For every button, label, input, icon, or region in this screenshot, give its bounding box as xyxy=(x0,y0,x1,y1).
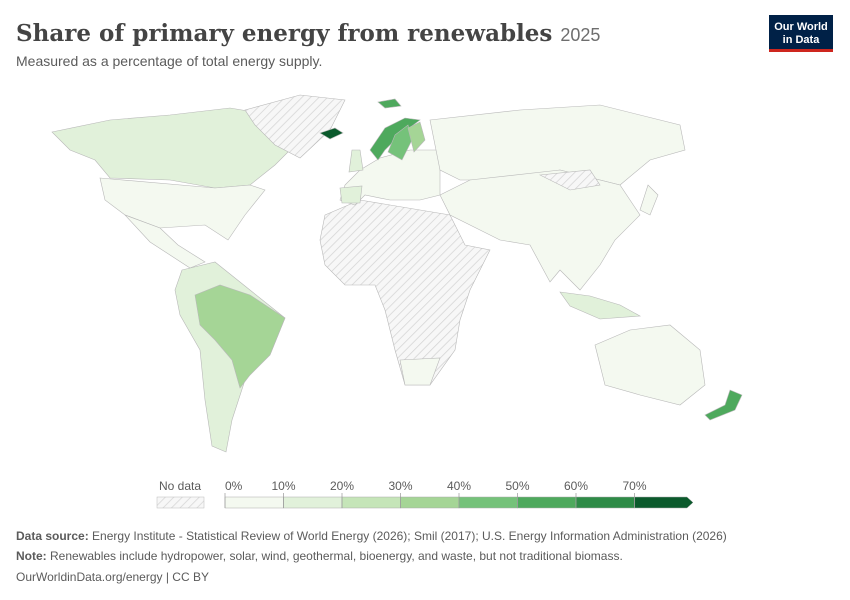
legend-tick-label: 0% xyxy=(225,479,243,493)
legend-bin xyxy=(517,496,577,509)
source: Data source: Energy Institute - Statisti… xyxy=(16,529,727,543)
legend-tick-label: 40% xyxy=(447,479,471,493)
legend-bin xyxy=(224,496,284,509)
legend-tick-label: 50% xyxy=(505,479,529,493)
legend-bin xyxy=(341,496,401,509)
legend-tick-label: 30% xyxy=(388,479,412,493)
source-text: Energy Institute - Statistical Review of… xyxy=(92,529,727,543)
mongolia xyxy=(538,169,601,191)
japan xyxy=(639,184,659,216)
iberia xyxy=(339,185,363,204)
africa xyxy=(319,199,491,386)
legend-tick-label: 60% xyxy=(564,479,588,493)
note: Note: Renewables include hydropower, sol… xyxy=(16,549,623,563)
no-data-label: No data xyxy=(159,479,201,493)
legend-tick-label: 20% xyxy=(330,479,354,493)
uk xyxy=(348,149,364,173)
legend-tick-label: 70% xyxy=(622,479,646,493)
australia xyxy=(594,324,706,406)
south-africa xyxy=(399,357,441,386)
logo-box xyxy=(769,15,833,50)
legend-bin xyxy=(458,496,518,509)
logo-bar xyxy=(769,49,833,52)
svalbard xyxy=(377,98,402,109)
europe xyxy=(339,149,441,206)
brazil xyxy=(194,284,286,389)
canada xyxy=(51,107,301,189)
legend-bin xyxy=(634,496,694,509)
russia xyxy=(429,104,686,186)
source-label: Data source: xyxy=(16,529,89,543)
legend-bin xyxy=(283,496,343,509)
new-zealand xyxy=(704,389,743,421)
mexico xyxy=(124,214,206,269)
map xyxy=(51,94,743,453)
indonesia xyxy=(559,291,642,320)
usa xyxy=(99,177,266,241)
logo: Our World in Data xyxy=(769,15,833,52)
note-label: Note: xyxy=(16,549,47,563)
legend: No data 0% 10% 20% 30% 40% 50% 60% 70% xyxy=(156,479,694,509)
note-text: Renewables include hydropower, solar, wi… xyxy=(50,549,623,563)
title-text: Share of primary energy from renewables xyxy=(16,20,552,47)
no-data-swatch xyxy=(156,496,205,509)
logo-text: in Data xyxy=(783,34,821,46)
greenland xyxy=(244,94,346,159)
subtitle: Measured as a percentage of total energy… xyxy=(16,53,322,69)
legend-tick-label: 10% xyxy=(271,479,295,493)
title: Share of primary energy from renewables 2… xyxy=(16,20,600,47)
legend-bin xyxy=(575,496,635,509)
legend-bin xyxy=(400,496,460,509)
url: OurWorldinData.org/energy | CC BY xyxy=(16,570,209,584)
finland xyxy=(407,121,426,153)
logo-text: Our World xyxy=(774,21,828,33)
year: 2025 xyxy=(560,25,600,45)
iceland xyxy=(319,127,344,140)
